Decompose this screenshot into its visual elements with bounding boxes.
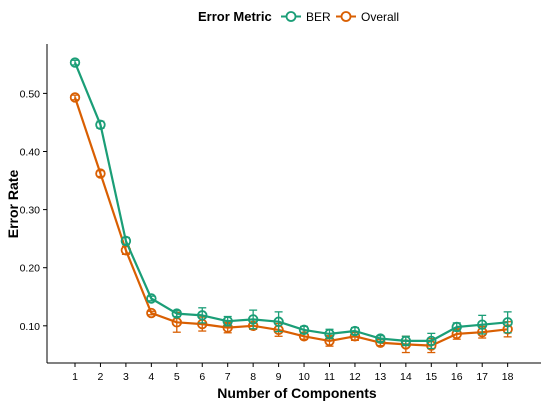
x-tick-label: 3: [123, 371, 129, 383]
data-point-ber: [324, 328, 335, 340]
data-point-ber: [222, 315, 233, 327]
series-ber: [69, 57, 513, 350]
series-overall: [69, 92, 513, 354]
data-point-ber: [171, 308, 183, 319]
x-tick-label: 1: [72, 371, 78, 383]
data-point-ber: [375, 333, 386, 344]
x-tick-label: 11: [324, 371, 335, 383]
series-layer: [69, 57, 513, 354]
x-tick-label: 2: [98, 371, 104, 383]
series-line-overall: [73, 97, 508, 347]
data-point-ber: [451, 321, 462, 333]
x-tick-label: 4: [148, 371, 154, 383]
data-point-ber: [273, 316, 284, 327]
x-tick-label: 18: [502, 371, 514, 383]
x-tick-label: 7: [225, 371, 231, 383]
legend-title: Error Metric: [198, 9, 272, 24]
data-point-ber: [69, 57, 81, 68]
y-tick-label: 0.20: [20, 263, 41, 275]
data-point-ber: [400, 335, 412, 347]
data-point-ber: [247, 314, 259, 325]
data-point-ber: [197, 310, 208, 321]
x-tick-label: 12: [349, 371, 361, 383]
y-tick-label: 0.50: [20, 88, 41, 100]
data-point-ber: [477, 319, 488, 330]
x-tick-label: 17: [476, 371, 488, 383]
x-tick-label: 10: [298, 371, 310, 383]
x-axis-title: Number of Components: [217, 385, 377, 401]
series-line-ber: [73, 62, 508, 342]
x-tick-label: 9: [276, 371, 282, 383]
x-ticks: 1 2 3 4 5 6 7 8 9 10 11 12 13 14 15 16 17 18: [72, 363, 514, 383]
y-tick-label: 0.30: [20, 205, 41, 217]
y-tick-label: 0.10: [20, 321, 41, 333]
y-tick-label: 0.40: [20, 146, 41, 158]
x-tick-label: 8: [250, 371, 256, 383]
legend: Error Metric BER Overall: [198, 9, 399, 24]
data-point-ber: [95, 119, 106, 130]
y-ticks: 0.10 0.20 0.30 0.40 0.50: [20, 88, 47, 333]
x-tick-label: 13: [375, 371, 387, 383]
y-axis-title: Error Rate: [5, 170, 21, 239]
legend-label-overall: Overall: [361, 10, 399, 24]
legend-key-marker-ber: [285, 11, 297, 22]
data-point-ber: [146, 293, 157, 304]
x-tick-label: 5: [174, 371, 180, 383]
legend-key-marker-overall: [340, 11, 352, 22]
data-point-overall: [69, 92, 81, 103]
x-tick-label: 6: [199, 371, 205, 383]
data-point-overall: [95, 168, 106, 179]
data-point-ber: [426, 335, 437, 347]
legend-item-overall: Overall: [336, 10, 399, 24]
data-point-ber: [298, 324, 310, 336]
x-tick-label: 15: [425, 371, 437, 383]
x-tick-label: 14: [400, 371, 412, 383]
legend-label-ber: BER: [306, 10, 331, 24]
data-point-ber: [502, 317, 513, 328]
data-point-ber: [349, 325, 361, 337]
data-point-overall: [146, 307, 157, 319]
x-tick-label: 16: [451, 371, 463, 383]
legend-item-ber: BER: [281, 10, 331, 24]
data-point-ber: [120, 235, 132, 247]
